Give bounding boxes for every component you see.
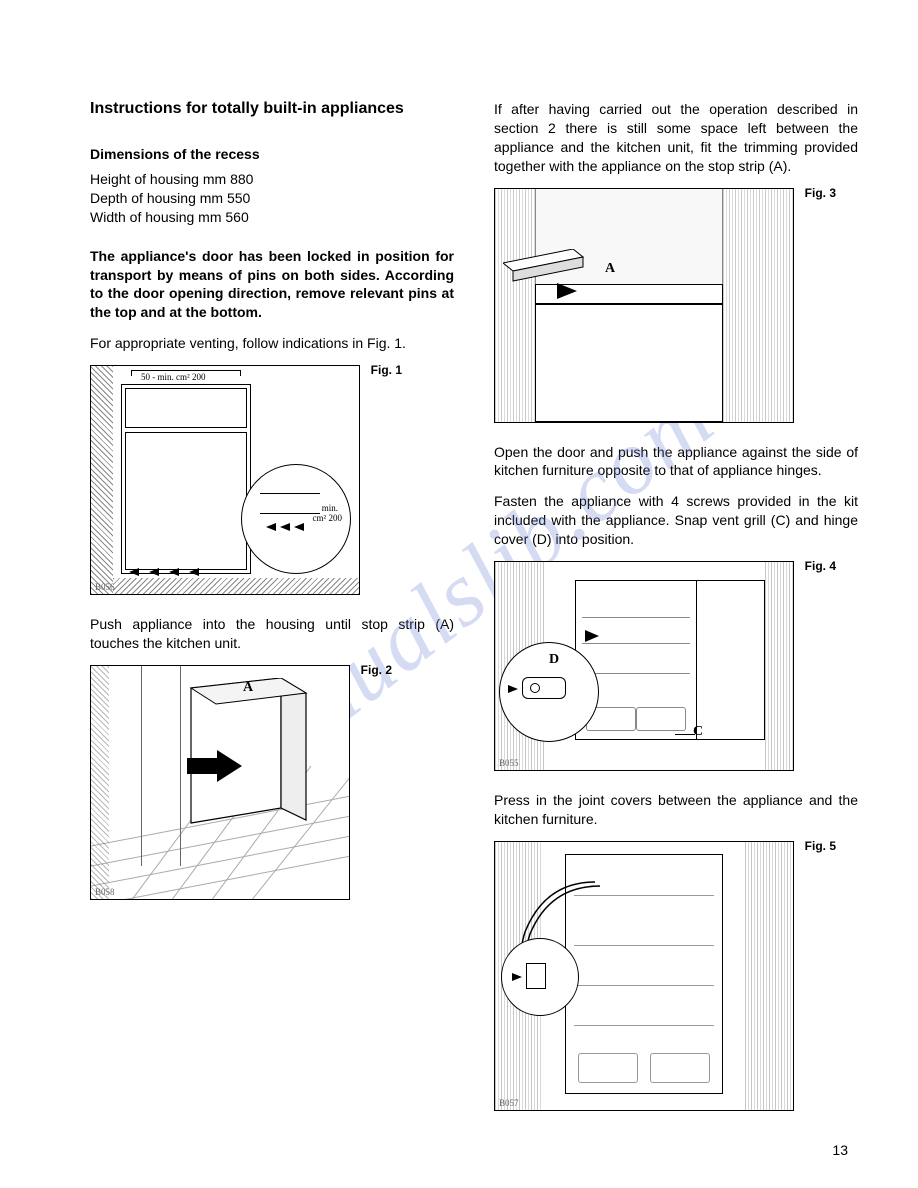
page-number: 13 [832, 1142, 848, 1158]
fig4-label: Fig. 4 [805, 559, 836, 573]
push-appliance-para: Push appliance into the housing until st… [90, 615, 454, 653]
fig1-diagram: 50 - min. cm² 200 min. [90, 365, 360, 595]
fig3-label: Fig. 3 [805, 186, 836, 200]
fig4-wrap: Fig. 4 [494, 561, 794, 771]
dim-depth: Depth of housing mm 550 [90, 189, 454, 208]
fig3-wrap: Fig. 3 A [494, 188, 794, 423]
dimensions-heading: Dimensions of the recess [90, 146, 454, 162]
fig4-letter-c: C [693, 724, 703, 740]
fig2-label: Fig. 2 [361, 663, 392, 677]
open-door-para: Open the door and push the appliance aga… [494, 443, 858, 481]
venting-para: For appropriate venting, follow indicati… [90, 334, 454, 353]
right-column: If after having carried out the operatio… [494, 100, 858, 1131]
fig1-lens-min: min. [322, 503, 338, 513]
joint-covers-para: Press in the joint covers between the ap… [494, 791, 858, 829]
fig5-code: B057 [499, 1098, 519, 1108]
fig2-diagram: A B058 [90, 665, 350, 900]
fig2-code: B058 [95, 887, 115, 897]
fig4-code: B055 [499, 758, 519, 768]
transport-pins-para: The appliance's door has been locked in … [90, 247, 454, 323]
fig2-wrap: Fig. 2 [90, 665, 350, 900]
dim-width: Width of housing mm 560 [90, 208, 454, 227]
fig5-wrap: Fig. 5 [494, 841, 794, 1111]
fig3-letter-a: A [605, 261, 615, 277]
fig2-letter-a: A [243, 680, 253, 696]
fig1-label: Fig. 1 [371, 363, 402, 377]
dimensions-list: Height of housing mm 880 Depth of housin… [90, 170, 454, 227]
fig1-code: B056 [95, 582, 115, 592]
fig4-letter-d: D [549, 652, 559, 668]
fig1-wrap: Fig. 1 50 - min. cm² 200 [90, 365, 360, 595]
fig4-diagram: D C B055 [494, 561, 794, 771]
fasten-screws-para: Fasten the appliance with 4 screws provi… [494, 492, 858, 549]
left-column: Instructions for totally built-in applia… [90, 100, 454, 1131]
fig3-diagram: A [494, 188, 794, 423]
fig1-top-dim: 50 - min. cm² 200 [141, 372, 205, 382]
trimming-para: If after having carried out the operatio… [494, 100, 858, 176]
fig1-lens-cm: cm² 200 [313, 513, 342, 523]
fig5-diagram: B057 [494, 841, 794, 1111]
fig5-label: Fig. 5 [805, 839, 836, 853]
page-columns: Instructions for totally built-in applia… [90, 100, 858, 1131]
page-title: Instructions for totally built-in applia… [90, 100, 454, 118]
dim-height: Height of housing mm 880 [90, 170, 454, 189]
